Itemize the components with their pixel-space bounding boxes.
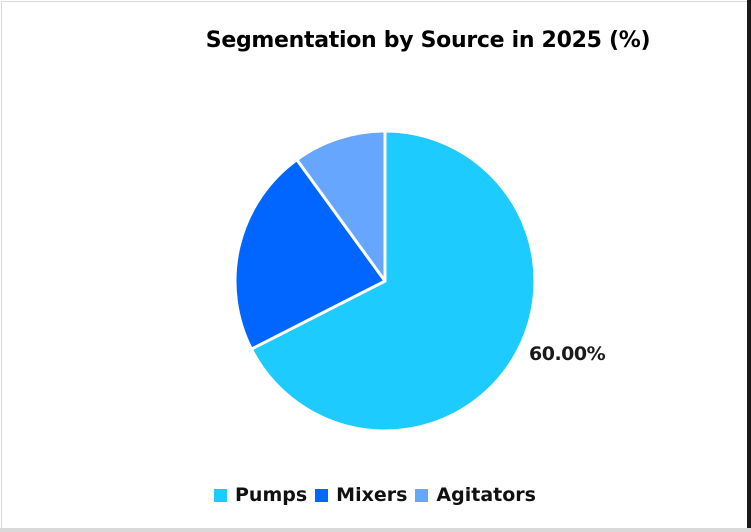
- chart-title: Segmentation by Source in 2025 (%): [205, 28, 651, 53]
- legend-swatch-pumps: [214, 488, 227, 502]
- legend-swatch-mixers: [315, 488, 329, 502]
- legend: Pumps Mixers Agitators: [214, 484, 544, 506]
- legend-label: Pumps: [235, 484, 308, 506]
- window-edge-bottom: [0, 528, 751, 532]
- legend-item-mixers[interactable]: Mixers: [315, 484, 407, 506]
- window-edge: [747, 0, 751, 532]
- legend-item-pumps[interactable]: Pumps: [214, 484, 307, 506]
- legend-label: Mixers: [336, 484, 408, 506]
- pie-slice-mixers[interactable]: [233, 158, 387, 351]
- pie-slice-agitators[interactable]: [295, 129, 387, 283]
- legend-swatch-agitators: [415, 488, 429, 502]
- data-label-pumps: 60.00%: [529, 343, 606, 365]
- legend-item-agitators[interactable]: Agitators: [415, 484, 536, 506]
- pie-slice-pumps[interactable]: [249, 129, 537, 433]
- legend-label: Agitators: [436, 484, 536, 506]
